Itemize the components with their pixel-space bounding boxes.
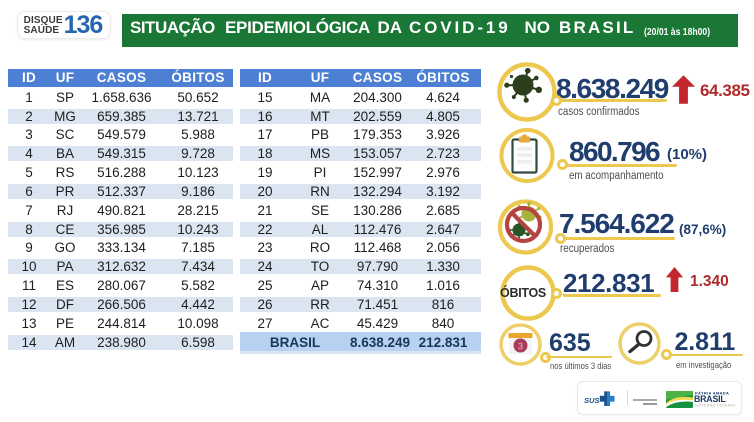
svg-text:3: 3 xyxy=(518,342,524,353)
